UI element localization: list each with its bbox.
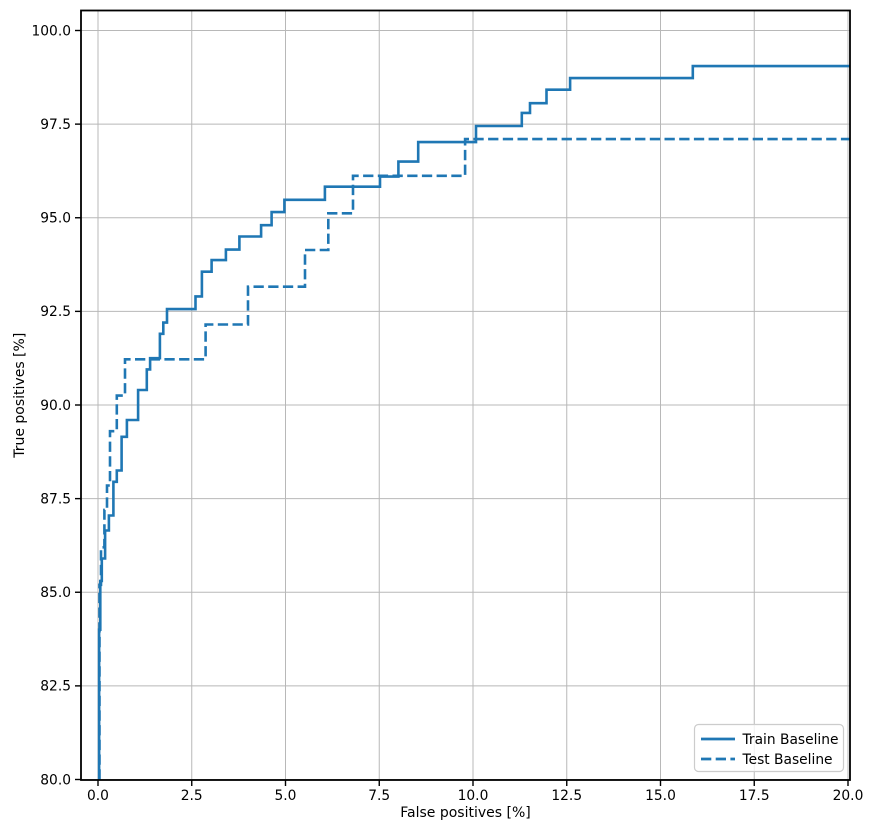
y-tick-label: 90.0: [40, 398, 71, 414]
x-tick-label: 10.0: [458, 788, 489, 804]
x-tick-label: 5.0: [275, 788, 297, 804]
series-line-test-baseline: [98, 137, 850, 780]
x-tick-label: 17.5: [739, 788, 770, 804]
y-tick-label: 87.5: [40, 491, 71, 507]
x-tick-label: 7.5: [368, 788, 390, 804]
x-tick-label: 12.5: [551, 788, 582, 804]
y-tick-label: 95.0: [40, 211, 71, 227]
tick-marks: [75, 29, 849, 786]
legend-label-test: Test Baseline: [742, 752, 833, 768]
x-axis-label: False positives [%]: [400, 805, 530, 821]
y-tick-label: 80.0: [40, 772, 71, 788]
y-axis-label: True positives [%]: [12, 333, 28, 459]
x-tick-label: 15.0: [645, 788, 676, 804]
legend-label-train: Train Baseline: [742, 732, 839, 748]
grid-lines: [81, 10, 850, 780]
y-tick-label: 82.5: [40, 679, 71, 695]
y-tick-label: 85.0: [40, 585, 71, 601]
x-tick-label: 2.5: [181, 788, 203, 804]
y-tick-label: 100.0: [32, 23, 72, 39]
series-lines: [97, 64, 850, 780]
legend: Train Baseline Test Baseline: [693, 723, 845, 773]
tick-labels: 0.0 2.5 5.0 7.5 10.0 12.5 15.0 17.5 20.0 80.0 82.5…: [32, 23, 864, 804]
x-tick-label: 20.0: [833, 788, 864, 804]
y-tick-label: 92.5: [40, 304, 71, 320]
series-line-train-baseline: [97, 64, 850, 780]
y-tick-label: 97.5: [40, 117, 71, 133]
x-tick-label: 0.0: [87, 788, 109, 804]
axes-frame: [80, 9, 851, 781]
